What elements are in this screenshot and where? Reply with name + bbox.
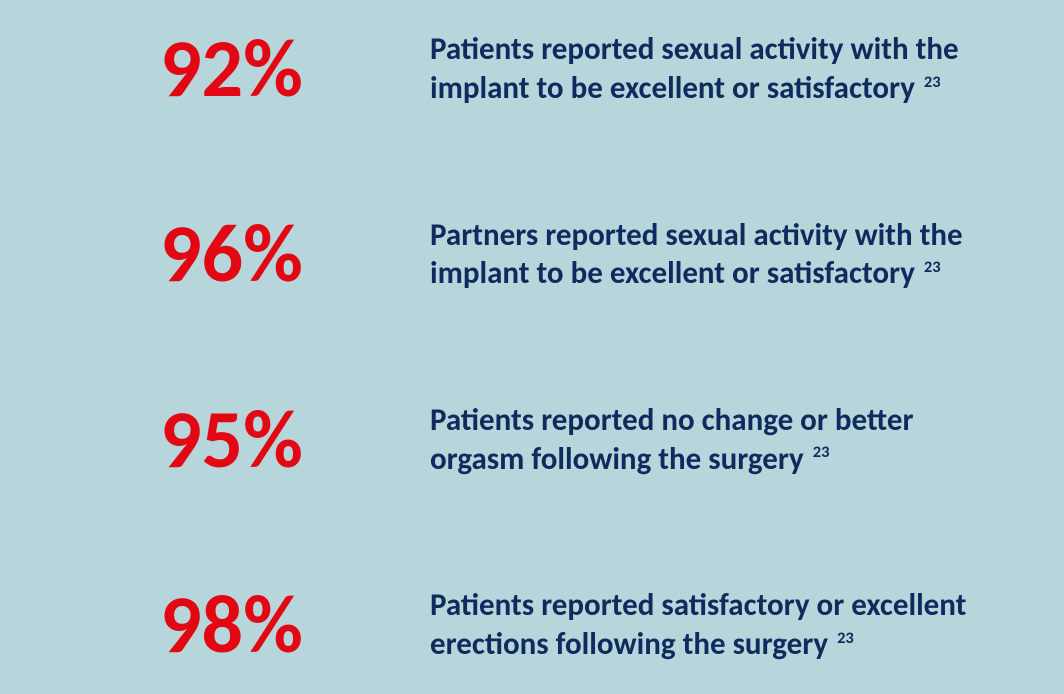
stat-desc-text-1: Partners reported sexual activity with t… [430, 216, 963, 293]
stat-ref-3: 23 [837, 628, 854, 648]
stat-desc-2: Patients reported no change or better or… [430, 401, 1004, 479]
stat-desc-text-3: Patients reported satisfactory or excell… [430, 586, 966, 663]
stat-value-1: 96% [160, 213, 390, 295]
stat-ref-1: 23 [924, 257, 941, 277]
stat-ref-2: 23 [813, 442, 830, 462]
stat-row-3: 98% Patients reported satisfactory or ex… [160, 584, 1004, 666]
stat-row-1: 96% Partners reported sexual activity wi… [160, 213, 1004, 295]
stat-value-2: 95% [160, 399, 390, 481]
stat-desc-text-0: Patients reported sexual activity with t… [430, 30, 959, 107]
stat-desc-1: Partners reported sexual activity with t… [430, 216, 1004, 294]
stat-row-2: 95% Patients reported no change or bette… [160, 399, 1004, 481]
stat-desc-3: Patients reported satisfactory or excell… [430, 586, 1004, 664]
stat-row-0: 92% Patients reported sexual activity wi… [160, 28, 1004, 110]
stat-ref-0: 23 [924, 72, 941, 92]
stat-value-3: 98% [160, 584, 390, 666]
stat-desc-text-2: Patients reported no change or better or… [430, 401, 914, 478]
stat-value-0: 92% [160, 28, 390, 110]
stat-desc-0: Patients reported sexual activity with t… [430, 30, 1004, 108]
